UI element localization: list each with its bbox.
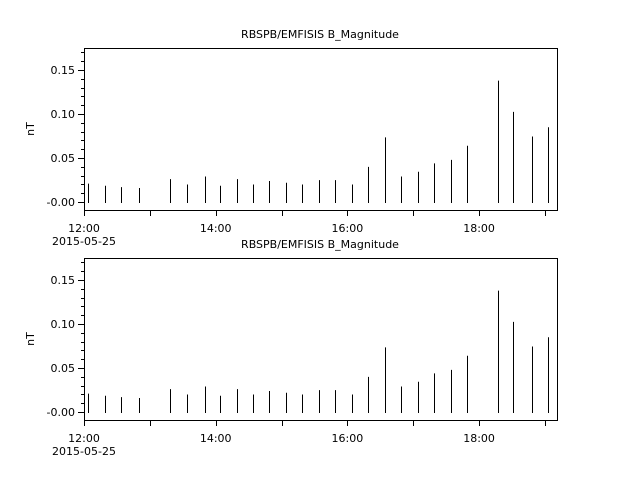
x-tick-label: 14:00 [200, 222, 232, 235]
y-tick-label: 0.15 [51, 274, 76, 287]
y-tick-label: 0.15 [51, 64, 76, 77]
y-tick-label: 0.10 [51, 318, 76, 331]
x-tick-label: 12:00 [68, 432, 100, 445]
date-label: 2015-05-25 [52, 445, 116, 458]
date-label: 2015-05-25 [52, 235, 116, 248]
x-tick-label: 18:00 [463, 432, 495, 445]
plot-frame [84, 258, 558, 421]
chart-title: RBSPB/EMFISIS B_Magnitude [241, 238, 399, 251]
chart-title: RBSPB/EMFISIS B_Magnitude [241, 28, 399, 41]
y-tick-label: 0.05 [51, 362, 76, 375]
y-tick-label: 0.10 [51, 108, 76, 121]
y-tick-label: -0.00 [47, 406, 75, 419]
x-tick-label: 16:00 [332, 432, 364, 445]
plot-frame [84, 48, 558, 211]
x-tick-label: 12:00 [68, 222, 100, 235]
y-axis-label: nT [24, 332, 37, 346]
x-tick-label: 18:00 [463, 222, 495, 235]
plot-2: RBSPB/EMFISIS B_Magnitude nT -0.00 0.05 0.10… [24, 238, 558, 458]
y-tick-label: -0.00 [47, 196, 75, 209]
x-tick-label: 16:00 [332, 222, 364, 235]
y-tick-label: 0.05 [51, 152, 76, 165]
x-tick-label: 14:00 [200, 432, 232, 445]
y-axis-label: nT [24, 122, 37, 136]
plot-1: RBSPB/EMFISIS B_Magnitude nT -0.00 0.05 0.10… [24, 28, 558, 248]
